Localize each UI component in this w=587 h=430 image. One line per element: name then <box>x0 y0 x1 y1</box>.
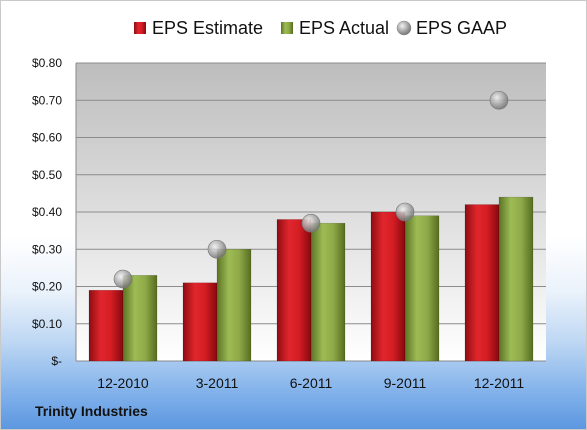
x-tick-label: 6-2011 <box>290 375 333 391</box>
y-tick-label: $0.40 <box>32 205 62 219</box>
y-tick-label: $0.80 <box>32 56 62 70</box>
y-tick-label: $0.10 <box>32 317 62 331</box>
x-tick-label: 9-2011 <box>384 375 427 391</box>
y-tick-label: $- <box>51 354 62 368</box>
y-tick-label: $0.20 <box>32 280 62 294</box>
legend-swatch-gaap <box>396 20 412 36</box>
y-tick-label: $0.60 <box>32 131 62 145</box>
gaap-markers <box>113 90 509 289</box>
marker-eps-gaap <box>113 269 133 289</box>
bar-eps-actual <box>404 215 440 362</box>
bar-eps-actual <box>122 275 158 362</box>
x-tick-label: 12-2011 <box>474 375 525 391</box>
chart-source-label: Trinity Industries <box>35 403 148 419</box>
legend-label: EPS GAAP <box>416 18 507 38</box>
x-tick-label: 3-2011 <box>196 375 239 391</box>
legend-label: EPS Actual <box>299 18 389 38</box>
bar-eps-estimate <box>370 211 406 362</box>
legend-label: EPS Estimate <box>152 18 263 38</box>
x-tick-label: 12-2010 <box>97 375 149 391</box>
bar-eps-actual <box>310 222 346 362</box>
marker-eps-gaap <box>207 239 227 259</box>
bar-eps-estimate <box>182 282 218 362</box>
marker-eps-gaap <box>395 202 415 222</box>
marker-eps-gaap <box>301 213 321 233</box>
y-axis: $- $0.10 $0.20 $0.30 $0.40 $0.50 $0.60 $0.70 $0.… <box>32 56 77 368</box>
bar-eps-actual <box>498 196 534 362</box>
marker-eps-gaap <box>489 90 509 110</box>
legend-swatch-actual <box>281 22 293 34</box>
bar-eps-estimate <box>464 204 500 362</box>
x-axis: 12-2010 3-2011 6-2011 9-2011 12-2011 <box>97 375 524 391</box>
y-tick-label: $0.30 <box>32 242 62 256</box>
bar-eps-estimate <box>88 289 124 362</box>
bars <box>88 196 534 362</box>
bar-eps-actual <box>216 249 252 362</box>
bar-eps-estimate <box>276 219 312 362</box>
y-tick-label: $0.50 <box>32 168 62 182</box>
legend-swatch-estimate <box>134 22 146 34</box>
y-tick-label: $0.70 <box>32 93 62 107</box>
chart-legend: EPS Estimate EPS Actual EPS GAAP <box>134 18 507 38</box>
